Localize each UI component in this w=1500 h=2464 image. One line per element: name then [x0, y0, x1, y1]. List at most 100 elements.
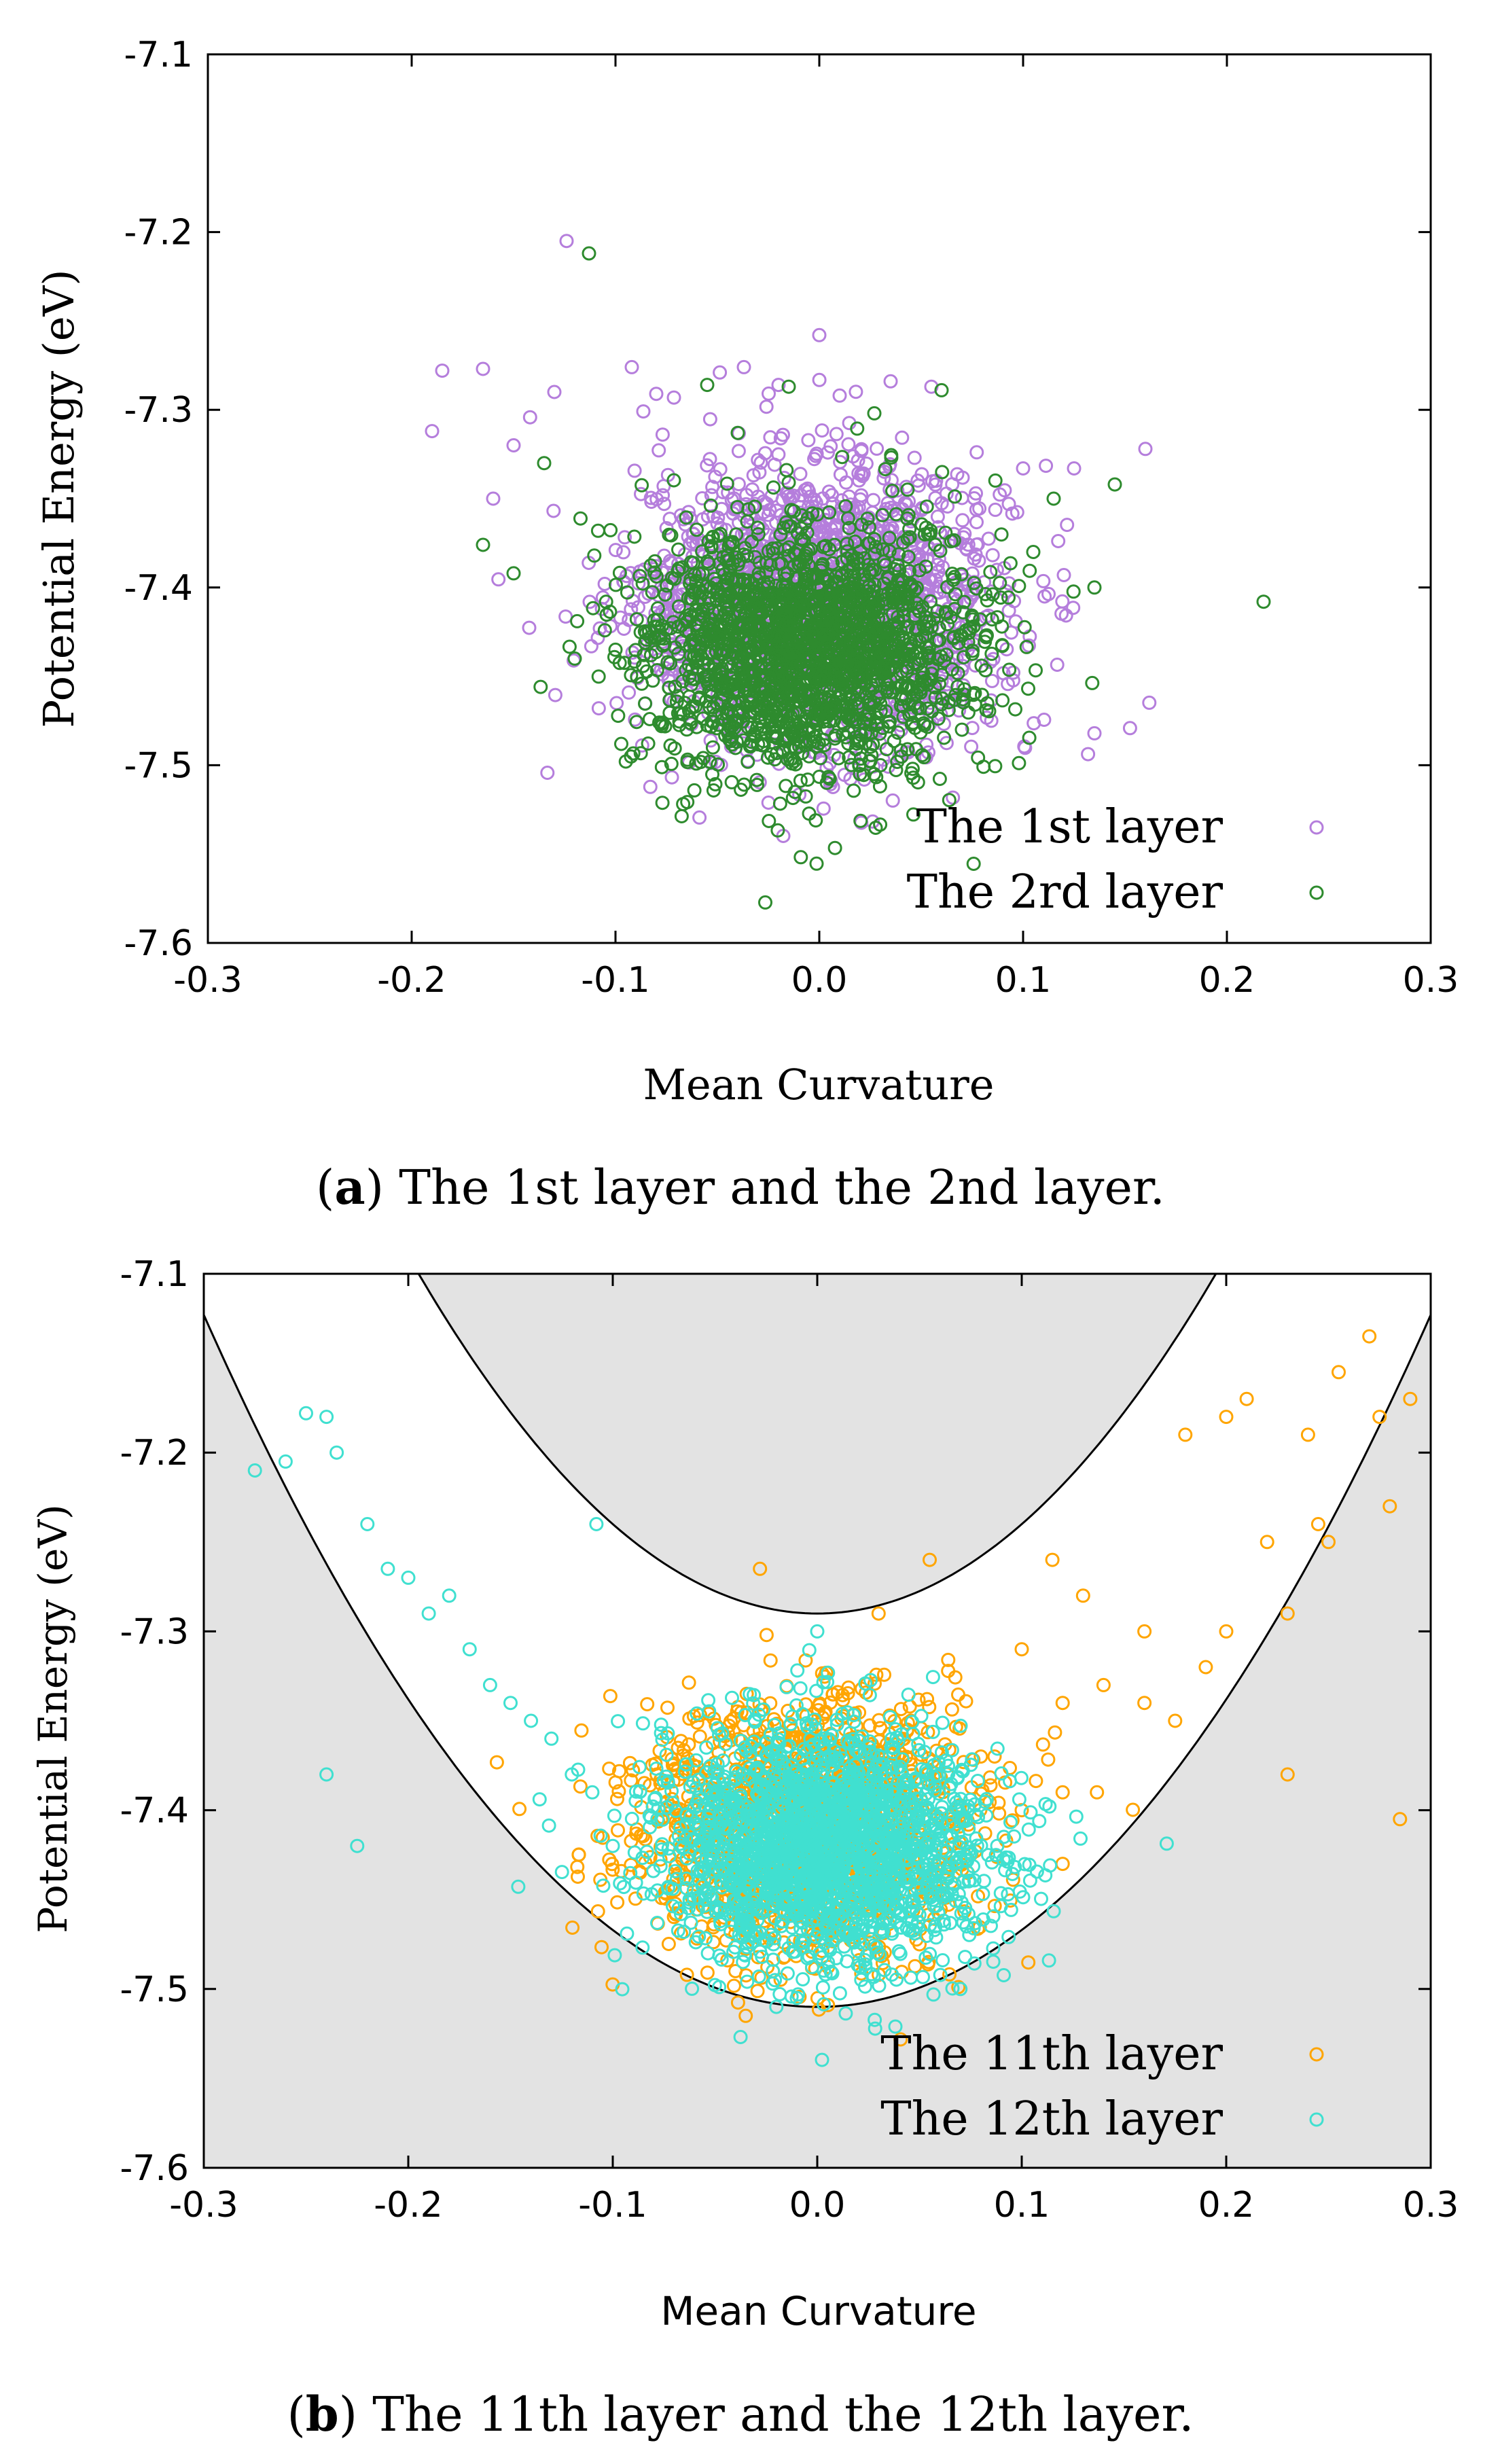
data-point [749, 572, 764, 587]
data-point [1090, 1785, 1105, 1800]
data-point [772, 796, 787, 811]
data-point [955, 513, 970, 528]
data-point [933, 543, 948, 558]
data-point [1022, 730, 1037, 745]
data-point [838, 499, 853, 514]
data-point [618, 530, 632, 545]
data-point [624, 668, 639, 683]
data-point [805, 687, 820, 702]
data-point [773, 527, 788, 542]
data-point [834, 615, 849, 630]
data-point [700, 677, 715, 691]
data-point [1050, 658, 1065, 672]
data-point [693, 647, 708, 662]
data-point [771, 378, 786, 393]
panel-a-x-axis-title: Mean Curvature [643, 1060, 995, 1109]
panel-b-points [247, 1329, 1418, 2067]
data-point [655, 427, 670, 442]
data-point [842, 750, 857, 765]
data-point [730, 425, 745, 440]
data-point [752, 465, 767, 480]
data-point [629, 715, 644, 730]
data-point [975, 688, 989, 702]
data-point [776, 471, 791, 485]
data-point [776, 605, 791, 620]
data-point [946, 526, 961, 541]
data-point [707, 658, 722, 673]
data-point [781, 475, 796, 490]
data-point [973, 612, 988, 627]
data-point [1122, 721, 1137, 736]
data-point [681, 1675, 696, 1690]
data-point [726, 651, 740, 666]
data-point [919, 499, 934, 514]
data-point [1138, 442, 1153, 457]
data-point [966, 688, 981, 702]
data-point [773, 676, 788, 691]
data-point [698, 669, 713, 684]
data-point [611, 709, 626, 724]
data-point [967, 575, 982, 590]
data-point [793, 850, 808, 865]
data-point [987, 1749, 1002, 1764]
data-point [787, 643, 802, 658]
data-point [719, 594, 734, 609]
data-point [994, 527, 1009, 542]
data-point [837, 768, 852, 783]
data-point [749, 772, 764, 787]
data-point [815, 1711, 830, 1725]
data-point [701, 556, 716, 571]
data-point [846, 783, 861, 798]
data-point [1021, 1955, 1036, 1970]
data-point [636, 404, 651, 419]
data-point [506, 438, 521, 452]
data-point [785, 707, 800, 721]
data-point [671, 646, 686, 661]
data-point [874, 588, 889, 603]
data-point [816, 539, 831, 554]
data-point [836, 629, 850, 644]
data-point [918, 559, 933, 574]
data-point [703, 498, 718, 513]
data-point [978, 663, 993, 678]
x-tick-label: 0.0 [791, 960, 848, 1001]
data-point [890, 755, 905, 769]
data-point [745, 675, 760, 690]
data-point [491, 572, 506, 587]
data-point [895, 644, 910, 659]
data-point [574, 1723, 589, 1738]
data-point [901, 681, 916, 696]
data-point [506, 566, 521, 581]
data-point [951, 1980, 966, 1995]
data-point [902, 522, 917, 537]
data-point [1010, 505, 1024, 520]
data-point [662, 554, 677, 569]
data-point [868, 539, 883, 554]
data-point [867, 406, 882, 421]
data-point [817, 738, 832, 753]
data-point [798, 685, 813, 700]
data-point [802, 635, 817, 650]
data-point [873, 757, 888, 772]
data-point [768, 726, 783, 740]
data-point [843, 568, 858, 583]
data-point [776, 520, 791, 535]
data-point [632, 569, 647, 584]
data-point [877, 1667, 891, 1682]
data-point [1016, 461, 1031, 476]
data-point [624, 749, 639, 764]
data-point [627, 463, 642, 478]
data-point [649, 492, 664, 507]
data-point [789, 732, 804, 747]
data-point [522, 620, 537, 635]
data-point [798, 789, 813, 804]
data-point [486, 491, 501, 506]
data-point [622, 613, 637, 627]
data-point [861, 601, 876, 615]
data-point [1002, 576, 1016, 591]
data-point [934, 496, 949, 511]
data-point [923, 594, 938, 609]
data-point [968, 547, 983, 562]
data-point [634, 486, 648, 501]
data-point [1036, 573, 1051, 588]
